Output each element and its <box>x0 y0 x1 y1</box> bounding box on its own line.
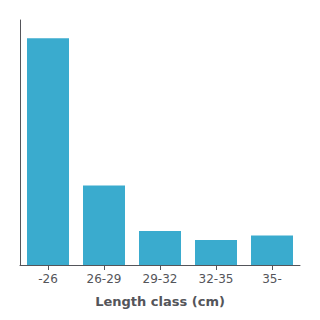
svg-text:26-29: 26-29 <box>87 272 122 286</box>
svg-text:32-35: 32-35 <box>199 272 234 286</box>
svg-text:Length class (cm): Length class (cm) <box>95 294 225 309</box>
svg-text:29-32: 29-32 <box>143 272 178 286</box>
svg-text:-26: -26 <box>38 272 58 286</box>
svg-text:35-: 35- <box>262 272 282 286</box>
